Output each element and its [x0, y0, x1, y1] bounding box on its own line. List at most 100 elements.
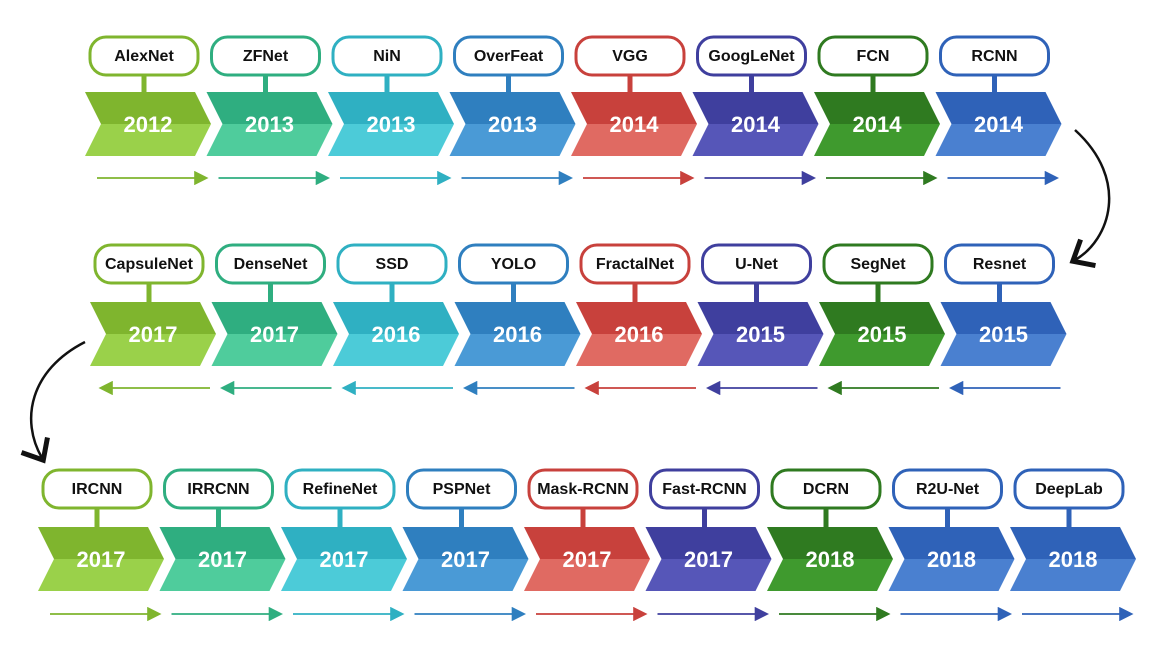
name-box [939, 35, 1050, 77]
chevron-top [449, 92, 576, 124]
chevron-bottom [281, 559, 407, 591]
name-box [817, 35, 929, 77]
name-box [93, 243, 205, 285]
name-box [1013, 468, 1125, 510]
name-box [458, 243, 569, 285]
model-name: Fast-RCNN [662, 481, 746, 498]
chevron-top [571, 92, 697, 124]
model-name: RefineNet [303, 481, 378, 498]
year: 2018 [806, 547, 855, 572]
model-name: PSPNet [433, 481, 491, 498]
year: 2017 [684, 547, 733, 572]
chevron-top [697, 302, 824, 334]
chevron-top [814, 92, 940, 124]
chevron-top [38, 527, 164, 559]
year: 2017 [129, 322, 178, 347]
model-name: FractalNet [596, 256, 675, 273]
chevron-top [402, 527, 529, 559]
year: 2012 [124, 112, 173, 137]
chevron-top [281, 527, 407, 559]
name-box [215, 243, 326, 285]
model-name: DCRN [803, 481, 849, 498]
chevron-top [645, 527, 772, 559]
name-box [649, 468, 760, 510]
chevron-bottom [449, 124, 576, 156]
model-name: VGG [612, 48, 648, 65]
chevron-bottom [159, 559, 286, 591]
chevron-top [159, 527, 286, 559]
name-box [770, 468, 882, 510]
chevron-top [90, 302, 216, 334]
model-name: DenseNet [234, 256, 308, 273]
model-name: SegNet [850, 256, 906, 273]
year: 2013 [367, 112, 416, 137]
chevron-bottom [402, 559, 529, 591]
name-box [574, 35, 686, 77]
model-name: DeepLab [1035, 481, 1103, 498]
chevron-bottom [90, 334, 216, 366]
model-name: SSD [376, 256, 409, 273]
chevron-bottom [935, 124, 1062, 156]
chevron-top [1010, 527, 1136, 559]
chevron-top [767, 527, 893, 559]
year: 2013 [245, 112, 294, 137]
model-name: YOLO [491, 256, 536, 273]
chevron-bottom [576, 334, 702, 366]
year: 2016 [372, 322, 421, 347]
year: 2017 [320, 547, 369, 572]
chevron-top [333, 302, 459, 334]
name-box [579, 243, 691, 285]
chevron-bottom [767, 559, 893, 591]
chevron-bottom [819, 334, 945, 366]
model-name: AlexNet [114, 48, 174, 65]
model-name: Mask-RCNN [537, 481, 629, 498]
chevron-bottom [206, 124, 333, 156]
model-name: Resnet [973, 256, 1027, 273]
year: 2014 [610, 112, 660, 137]
year: 2017 [198, 547, 247, 572]
year: 2014 [974, 112, 1024, 137]
year: 2017 [250, 322, 299, 347]
chevron-bottom [85, 124, 211, 156]
chevron-bottom [888, 559, 1015, 591]
chevron-bottom [38, 559, 164, 591]
chevron-bottom [940, 334, 1067, 366]
name-box [944, 243, 1055, 285]
chevron-top [819, 302, 945, 334]
year: 2015 [858, 322, 907, 347]
name-box [336, 243, 448, 285]
chevron-top [328, 92, 454, 124]
year: 2017 [563, 547, 612, 572]
turn-arrow [1069, 129, 1111, 269]
chevron-bottom [645, 559, 772, 591]
year: 2014 [853, 112, 903, 137]
year: 2016 [493, 322, 542, 347]
chevron-bottom [333, 334, 459, 366]
chevron-bottom [211, 334, 338, 366]
model-name: GoogLeNet [708, 48, 795, 65]
year: 2014 [731, 112, 781, 137]
name-box [527, 468, 639, 510]
model-name: ZFNet [243, 48, 289, 65]
name-box [892, 468, 1003, 510]
chevron-top [454, 302, 581, 334]
name-box [701, 243, 812, 285]
year: 2013 [488, 112, 537, 137]
name-box [41, 468, 153, 510]
chevron-top [85, 92, 211, 124]
name-box [284, 468, 396, 510]
model-name: U-Net [735, 256, 778, 273]
turn-arrow [20, 340, 86, 464]
chevron-bottom [524, 559, 650, 591]
year: 2017 [441, 547, 490, 572]
name-box [88, 35, 200, 77]
model-name: FCN [857, 48, 890, 65]
chevron-top [211, 302, 338, 334]
year: 2015 [736, 322, 785, 347]
model-name: NiN [373, 48, 401, 65]
chevron-top [940, 302, 1067, 334]
year: 2015 [979, 322, 1028, 347]
chevron-bottom [692, 124, 819, 156]
chevron-bottom [328, 124, 454, 156]
